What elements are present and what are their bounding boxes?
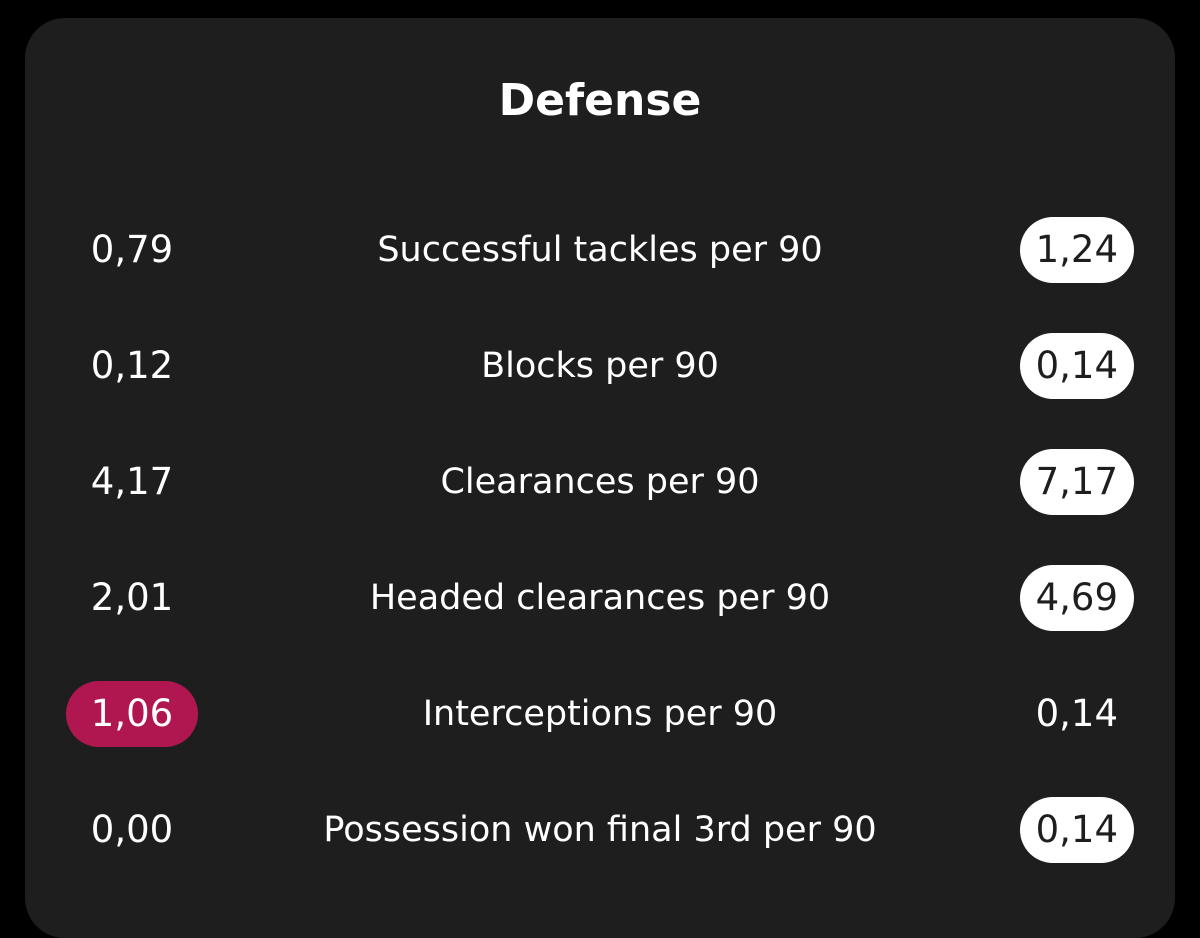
stat-label: Headed clearances per 90 bbox=[369, 578, 831, 618]
left-player-value: 0,00 bbox=[90, 808, 174, 851]
stat-row-successful-tackles: 0,79 Successful tackles per 90 1,24 bbox=[0, 216, 1200, 284]
right-player-value: 0,14 bbox=[1035, 692, 1118, 735]
stat-label: Successful tackles per 90 bbox=[377, 230, 823, 270]
right-player-value-highlighted: 0,14 bbox=[1019, 797, 1134, 863]
stat-label: Clearances per 90 bbox=[440, 462, 760, 502]
left-player-value: 2,01 bbox=[90, 576, 174, 619]
left-player-value: 0,79 bbox=[90, 228, 174, 271]
stat-row-interceptions: 1,06 Interceptions per 90 0,14 bbox=[0, 680, 1200, 748]
stat-row-blocks: 0,12 Blocks per 90 0,14 bbox=[0, 332, 1200, 400]
right-player-value-highlighted: 4,69 bbox=[1019, 565, 1134, 631]
right-player-value-highlighted: 7,17 bbox=[1019, 449, 1134, 515]
stat-label: Possession won final 3rd per 90 bbox=[323, 810, 877, 850]
stat-label: Blocks per 90 bbox=[481, 346, 719, 386]
stat-row-clearances: 4,17 Clearances per 90 7,17 bbox=[0, 448, 1200, 516]
left-player-value-highlighted: 1,06 bbox=[66, 681, 198, 747]
right-player-value-highlighted: 0,14 bbox=[1019, 333, 1134, 399]
right-player-value-highlighted: 1,24 bbox=[1019, 217, 1134, 283]
stat-label: Interceptions per 90 bbox=[422, 694, 778, 734]
stat-row-headed-clearances: 2,01 Headed clearances per 90 4,69 bbox=[0, 564, 1200, 632]
defense-stats-card bbox=[25, 18, 1175, 938]
section-title: Defense bbox=[498, 75, 702, 126]
stat-row-possession-won-final-3rd: 0,00 Possession won final 3rd per 90 0,1… bbox=[0, 796, 1200, 864]
left-player-value: 0,12 bbox=[90, 344, 174, 387]
left-player-value: 4,17 bbox=[90, 460, 174, 503]
